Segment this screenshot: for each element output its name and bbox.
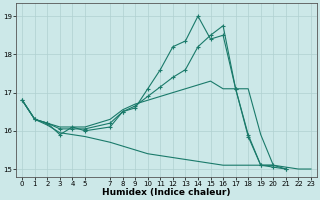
X-axis label: Humidex (Indice chaleur): Humidex (Indice chaleur) — [102, 188, 231, 197]
